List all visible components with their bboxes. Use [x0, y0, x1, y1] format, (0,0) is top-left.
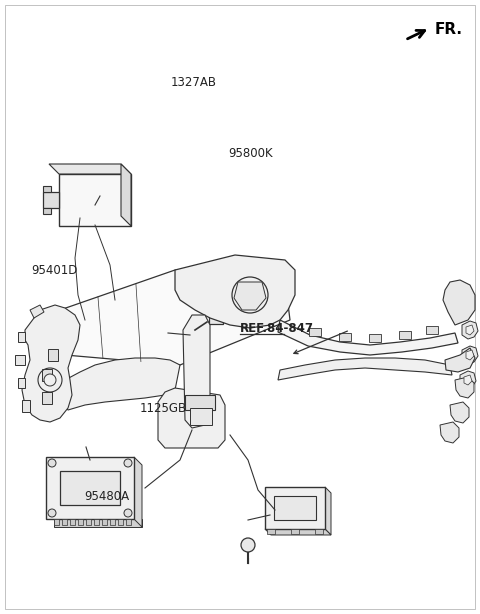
Polygon shape	[325, 487, 331, 535]
Polygon shape	[234, 282, 266, 310]
Polygon shape	[183, 315, 210, 428]
Polygon shape	[94, 519, 99, 525]
Polygon shape	[265, 529, 331, 535]
Polygon shape	[460, 371, 476, 389]
Circle shape	[124, 459, 132, 467]
Polygon shape	[110, 519, 115, 525]
Polygon shape	[118, 519, 123, 525]
Text: 95800K: 95800K	[228, 147, 273, 160]
Text: 1125GB: 1125GB	[139, 402, 186, 415]
Polygon shape	[60, 471, 120, 505]
Polygon shape	[18, 378, 25, 388]
Polygon shape	[278, 320, 458, 355]
Polygon shape	[399, 331, 411, 339]
Polygon shape	[78, 519, 83, 525]
Polygon shape	[22, 400, 30, 412]
Polygon shape	[121, 164, 131, 226]
Polygon shape	[18, 332, 25, 342]
Text: 95480A: 95480A	[84, 489, 129, 503]
Polygon shape	[369, 334, 381, 342]
Polygon shape	[43, 208, 51, 214]
Polygon shape	[46, 457, 134, 519]
Polygon shape	[274, 496, 316, 520]
Circle shape	[124, 509, 132, 517]
Polygon shape	[450, 402, 469, 423]
Text: REF.84-847: REF.84-847	[240, 322, 314, 335]
Polygon shape	[102, 519, 107, 525]
Polygon shape	[62, 519, 67, 525]
Polygon shape	[209, 312, 223, 324]
Polygon shape	[426, 326, 438, 334]
Polygon shape	[42, 392, 52, 404]
Circle shape	[48, 509, 56, 517]
Polygon shape	[48, 349, 58, 361]
Polygon shape	[466, 325, 474, 335]
Polygon shape	[462, 321, 478, 339]
Text: 95401D: 95401D	[31, 263, 78, 277]
Polygon shape	[339, 333, 351, 341]
Polygon shape	[22, 305, 80, 422]
Text: FR.: FR.	[435, 22, 463, 37]
Polygon shape	[43, 186, 51, 192]
Polygon shape	[462, 346, 478, 364]
Polygon shape	[440, 422, 459, 443]
Polygon shape	[455, 377, 474, 398]
Polygon shape	[59, 174, 131, 226]
Polygon shape	[54, 519, 59, 525]
Circle shape	[241, 538, 255, 552]
Circle shape	[48, 459, 56, 467]
Polygon shape	[49, 164, 131, 174]
Polygon shape	[42, 369, 52, 381]
Polygon shape	[445, 348, 475, 372]
Polygon shape	[54, 519, 142, 527]
Polygon shape	[60, 270, 290, 365]
Polygon shape	[190, 326, 200, 334]
Polygon shape	[185, 395, 215, 410]
Circle shape	[44, 374, 56, 386]
Polygon shape	[175, 255, 295, 328]
Polygon shape	[134, 457, 142, 527]
Polygon shape	[86, 519, 91, 525]
Polygon shape	[158, 388, 225, 448]
Polygon shape	[309, 328, 321, 336]
Polygon shape	[315, 529, 323, 534]
Polygon shape	[265, 487, 325, 529]
Polygon shape	[464, 375, 472, 385]
Polygon shape	[291, 529, 299, 534]
Polygon shape	[267, 529, 275, 534]
Polygon shape	[278, 358, 452, 380]
Polygon shape	[190, 408, 212, 425]
Text: 1327AB: 1327AB	[170, 76, 216, 90]
Polygon shape	[30, 305, 44, 318]
Polygon shape	[126, 519, 131, 525]
Polygon shape	[43, 192, 59, 208]
Polygon shape	[58, 358, 180, 410]
Polygon shape	[443, 280, 475, 325]
Polygon shape	[70, 519, 75, 525]
Polygon shape	[15, 355, 25, 365]
Polygon shape	[466, 350, 474, 360]
